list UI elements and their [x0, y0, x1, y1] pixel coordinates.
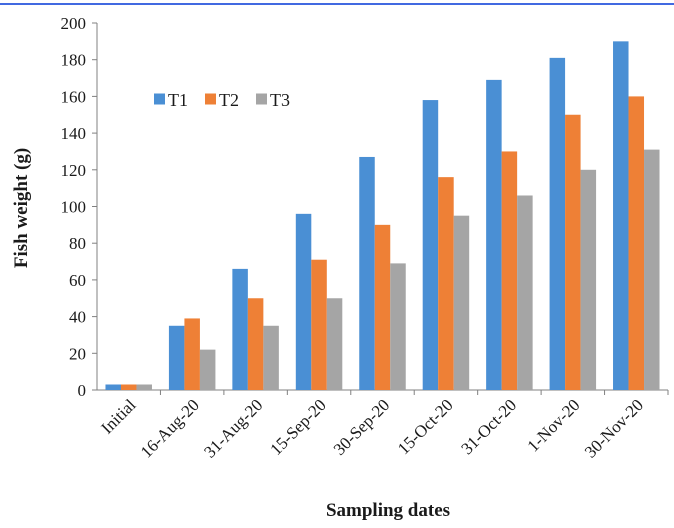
y-tick-label: 0 — [78, 381, 87, 400]
legend-label-t3: T3 — [270, 90, 290, 110]
bar-t3-0 — [136, 384, 152, 390]
legend: T1 T2 T3 — [154, 90, 290, 110]
bar-t2-3 — [311, 259, 327, 390]
y-tick-label: 60 — [69, 271, 86, 290]
legend-label-t2: T2 — [219, 90, 239, 110]
y-tick-label: 80 — [69, 234, 86, 253]
bars — [105, 41, 660, 391]
legend-swatch-t1 — [154, 93, 165, 105]
bar-t1-0 — [105, 384, 121, 390]
bar-t1-2 — [232, 268, 248, 390]
y-tick-label: 120 — [61, 161, 87, 180]
x-tick-label: 31-Aug-20 — [200, 395, 266, 461]
bar-t3-1 — [199, 349, 216, 390]
bar-t3-4 — [390, 263, 406, 390]
y-tick-label: 140 — [61, 124, 87, 143]
bar-t2-0 — [120, 384, 137, 390]
bar-t3-6 — [517, 195, 533, 390]
bar-t2-2 — [247, 298, 264, 390]
bar-t1-4 — [359, 156, 375, 390]
bar-t2-6 — [501, 151, 518, 390]
bar-t1-6 — [486, 79, 502, 390]
y-axis: 0 20 40 60 80 100 120 140 160 180 200 — [61, 14, 98, 400]
y-tick-label: 200 — [61, 14, 87, 33]
x-tick-label: 15-Sep-20 — [266, 395, 330, 459]
bar-t1-3 — [295, 213, 312, 390]
legend-swatch-t2 — [205, 93, 216, 105]
bar-t1-1 — [168, 325, 185, 390]
y-tick-label: 180 — [61, 51, 87, 70]
bar-t2-7 — [565, 114, 581, 390]
y-axis-title: Fish weight (g) — [11, 148, 32, 268]
bar-t2-1 — [184, 318, 200, 390]
y-tick-label: 100 — [61, 198, 87, 217]
x-axis-title: Sampling dates — [326, 500, 450, 521]
x-tick-label: 31-Oct-20 — [457, 395, 520, 458]
bar-t1-8 — [613, 41, 629, 390]
bar-t1-7 — [549, 57, 566, 391]
x-tick-label: 30-Sep-20 — [330, 395, 394, 459]
x-tick-label: 15-Oct-20 — [394, 395, 457, 458]
x-tick-label: Initial — [97, 395, 139, 437]
bar-t2-4 — [374, 224, 391, 390]
x-tick-label: 30-Nov-20 — [581, 395, 647, 461]
bar-t3-5 — [453, 215, 470, 390]
y-tick-label: 160 — [61, 87, 87, 106]
y-tick-label: 40 — [69, 308, 86, 327]
bar-t3-3 — [326, 298, 343, 390]
legend-swatch-t3 — [256, 93, 267, 105]
x-tick-label: 1-Nov-20 — [523, 395, 583, 455]
x-tick-label: 16-Aug-20 — [137, 395, 203, 461]
y-tick-label: 20 — [69, 344, 86, 363]
bar-t3-8 — [644, 149, 660, 390]
legend-label-t1: T1 — [168, 90, 188, 110]
bar-t2-8 — [628, 96, 645, 391]
bar-t2-5 — [438, 177, 454, 390]
bar-t3-7 — [580, 169, 597, 390]
bar-t3-2 — [263, 325, 279, 390]
bar-t1-5 — [422, 100, 439, 390]
